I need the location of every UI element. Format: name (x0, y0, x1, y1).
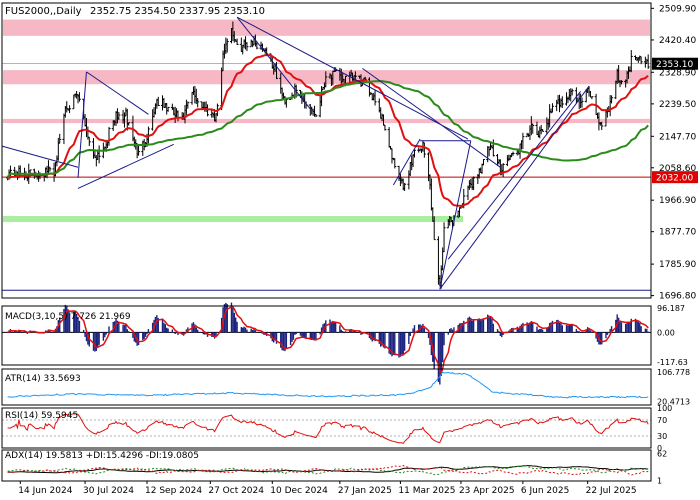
price-tick-label: 2420.40 (659, 36, 696, 46)
panel-frame (1, 407, 652, 449)
macd-label: MACD(3,10,5) 7.726 21.969 (5, 312, 131, 322)
ma-green-line (6, 80, 649, 179)
panel-frame (1, 305, 652, 366)
last-price-tag (652, 57, 698, 70)
atr-line (7, 371, 649, 399)
panel-frame (1, 2, 652, 299)
price-tick-label: 1877.70 (659, 228, 696, 238)
panel-frame (1, 368, 652, 406)
x-tick-label: 11 Mar 2025 (398, 486, 455, 496)
x-tick-label: 14 Jun 2024 (18, 486, 72, 496)
minus-di-line (7, 464, 649, 476)
adx-tick-label: 1 (657, 477, 662, 486)
ohlc-label: 2352.75 2354.50 2337.95 2353.10 (90, 6, 265, 17)
adx-panel: 62 1 (7, 450, 667, 486)
trendline (236, 16, 311, 110)
atr-tick-label: 106.778 (657, 368, 690, 377)
trendline (77, 71, 87, 178)
resistance-zone (3, 19, 650, 36)
trendline (439, 140, 472, 290)
trendline (77, 143, 174, 189)
symbol-label: FUS2000,,Daily (5, 6, 82, 17)
macd-signal-line (7, 306, 649, 375)
price-tick-label: 1966.90 (659, 196, 696, 206)
macd-tick-label: 96.187 (657, 304, 685, 313)
price-tick-label: 2147.70 (659, 132, 696, 142)
x-tick-label: 6 Jun 2025 (521, 486, 569, 496)
x-tick-label: 10 Dec 2024 (270, 486, 328, 496)
trendline (236, 16, 469, 140)
x-tick-label: 27 Jan 2025 (338, 486, 392, 496)
x-tick-label: 23 Apr 2025 (459, 486, 515, 496)
trendline (392, 138, 421, 186)
rsi-tick-label: 0 (657, 444, 662, 453)
x-axis: 14 Jun 2024 30 Jul 2024 12 Sep 2024 27 Oct … (18, 481, 637, 496)
adx-tick-label: 62 (657, 450, 667, 459)
price-tick-label: 2239.50 (659, 100, 696, 110)
rsi-label: RSI(14) 59.5945 (5, 411, 78, 421)
macd-tick-label: 0.00 (657, 328, 675, 337)
macd-panel: 96.187 0.00 -117.63 (2, 302, 688, 385)
trendline (1, 145, 79, 168)
trendline (362, 67, 501, 168)
trendline (447, 91, 582, 260)
x-tick-label: 12 Sep 2024 (145, 486, 202, 496)
adx-label: ADX(14) 19.5813 +DI:15.4296 -DI:19.0805 (5, 451, 199, 461)
price-tick-label: 2328.90 (659, 68, 696, 78)
macd-tick-label: -117.63 (657, 358, 688, 367)
atr-label: ATR(14) 33.5693 (5, 374, 81, 384)
rsi-tick-label: 70 (657, 416, 667, 425)
atr-panel: 106.778 20.4713 (7, 368, 690, 406)
x-tick-label: 27 Oct 2024 (208, 486, 264, 496)
trendline (86, 71, 149, 115)
x-tick-label: 22 Jul 2025 (586, 486, 637, 496)
rsi-line (7, 413, 649, 445)
trendline (439, 85, 590, 290)
price-tick-label: 2509.90 (659, 4, 696, 14)
support-zone (3, 216, 463, 223)
price-panel: 2509.90 2420.40 2328.90 2239.50 2147.70 2058.… (1, 4, 698, 302)
atr-tick-label: 20.4713 (657, 397, 690, 406)
price-tick-label: 2058.60 (659, 164, 696, 174)
last-price-tag-label: 2353.10 (656, 60, 693, 70)
level-price-tag-label: 2032.00 (656, 174, 693, 184)
panel-frame (1, 449, 652, 482)
rsi-tick-label: 100 (657, 404, 672, 413)
resistance-zone (3, 118, 650, 124)
price-tick-label: 1696.80 (659, 292, 696, 302)
price-tick-label: 1785.90 (659, 260, 696, 270)
level-price-tag (652, 171, 698, 184)
rsi-tick-label: 30 (657, 432, 667, 441)
rsi-panel: 100 70 30 0 (2, 404, 672, 453)
x-tick-label: 30 Jul 2024 (83, 486, 134, 496)
